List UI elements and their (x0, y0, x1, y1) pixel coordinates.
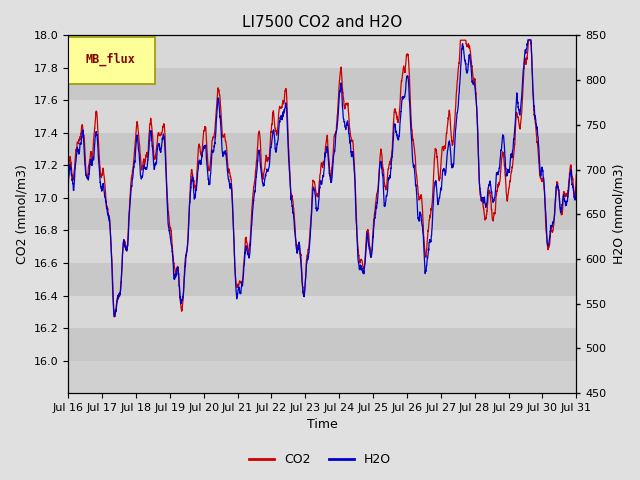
Legend: CO2, H2O: CO2, H2O (244, 448, 396, 471)
FancyBboxPatch shape (66, 37, 154, 84)
Bar (68, 36, 576, 68)
Bar (68, 68, 576, 100)
Bar (68, 198, 576, 230)
Bar (68, 133, 576, 166)
Y-axis label: H2O (mmol/m3): H2O (mmol/m3) (612, 164, 625, 264)
Bar (68, 328, 576, 360)
Bar (68, 100, 576, 133)
Y-axis label: CO2 (mmol/m3): CO2 (mmol/m3) (15, 164, 28, 264)
Text: MB_flux: MB_flux (85, 53, 135, 66)
Title: LI7500 CO2 and H2O: LI7500 CO2 and H2O (242, 15, 403, 30)
Bar (68, 263, 576, 296)
X-axis label: Time: Time (307, 419, 337, 432)
Bar (68, 296, 576, 328)
Bar (68, 166, 576, 198)
Bar (68, 230, 576, 263)
